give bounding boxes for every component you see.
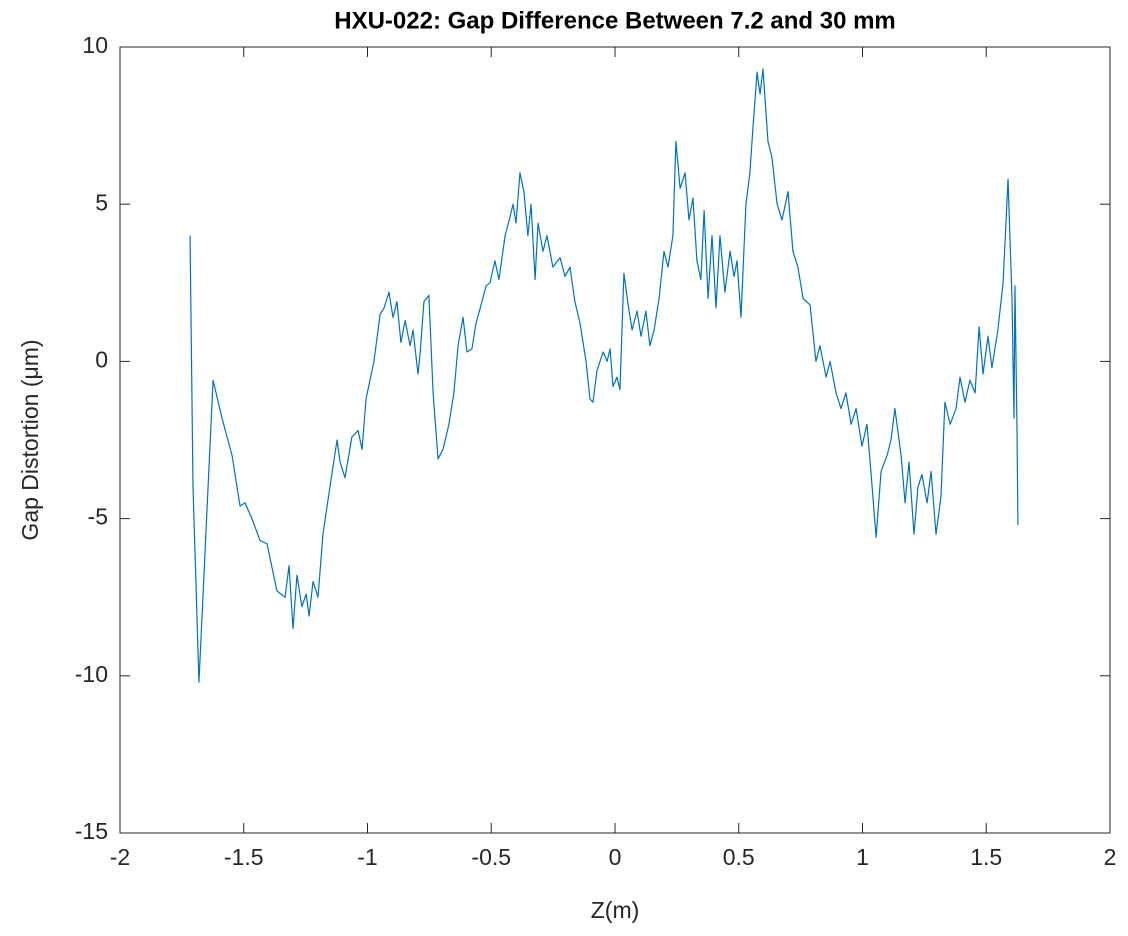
x-tick-label: 0 <box>609 844 622 870</box>
data-line <box>189 68 1019 683</box>
y-tick-label: 5 <box>95 189 108 215</box>
y-tick-label: -15 <box>75 818 108 844</box>
x-tick-label: -1 <box>357 844 377 870</box>
x-tick-label: 0.5 <box>723 844 755 870</box>
y-tick-label: -10 <box>75 661 108 687</box>
x-tick-label: -0.5 <box>471 844 511 870</box>
x-axis-label: Z(m) <box>591 897 640 923</box>
y-tick-label: 0 <box>95 346 108 372</box>
y-axis-label: Gap Distortion (μm) <box>17 339 43 540</box>
chart-title: HXU-022: Gap Difference Between 7.2 and … <box>334 7 896 34</box>
y-tick-label: -5 <box>88 504 108 530</box>
x-tick-label: 2 <box>1104 844 1117 870</box>
x-tick-label: 1 <box>856 844 869 870</box>
y-tick-label: 10 <box>82 32 108 58</box>
x-tick-label: -1.5 <box>224 844 264 870</box>
x-tick-label: -2 <box>110 844 130 870</box>
x-tick-label: 1.5 <box>970 844 1002 870</box>
